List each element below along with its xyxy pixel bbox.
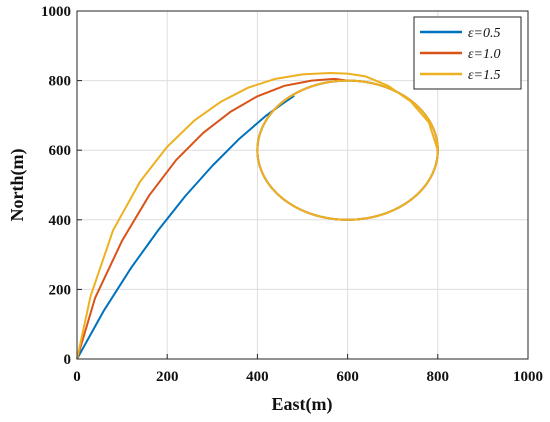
legend-label-2: ε=1.0 (468, 47, 500, 62)
x-tick-label: 200 (156, 369, 179, 385)
y-tick-label: 0 (64, 352, 72, 368)
y-tick-label: 200 (49, 282, 72, 298)
x-tick-label: 600 (336, 369, 359, 385)
x-tick-label: 0 (73, 369, 81, 385)
y-tick-label: 400 (49, 213, 72, 229)
x-axis-label: East(m) (272, 394, 333, 415)
data-series (76, 71, 439, 360)
x-tick-label: 800 (427, 369, 450, 385)
series-line-3 (76, 71, 439, 360)
y-axis-label: North(m) (7, 149, 28, 222)
x-tick-label: 1000 (513, 369, 543, 385)
legend-label-1: ε=0.5 (468, 26, 500, 41)
y-tick-label: 600 (49, 143, 72, 159)
y-tick-label: 1000 (41, 4, 71, 20)
legend: ε=0.5 ε=1.0 ε=1.5 (413, 16, 522, 90)
plot-frame (76, 10, 529, 360)
legend-label-3: ε=1.5 (468, 68, 500, 83)
y-tick-label: 800 (49, 74, 72, 90)
x-tick-label: 400 (246, 369, 269, 385)
ticks: 0 200 400 600 800 1000 0 200 400 600 800 1000 (41, 4, 543, 385)
